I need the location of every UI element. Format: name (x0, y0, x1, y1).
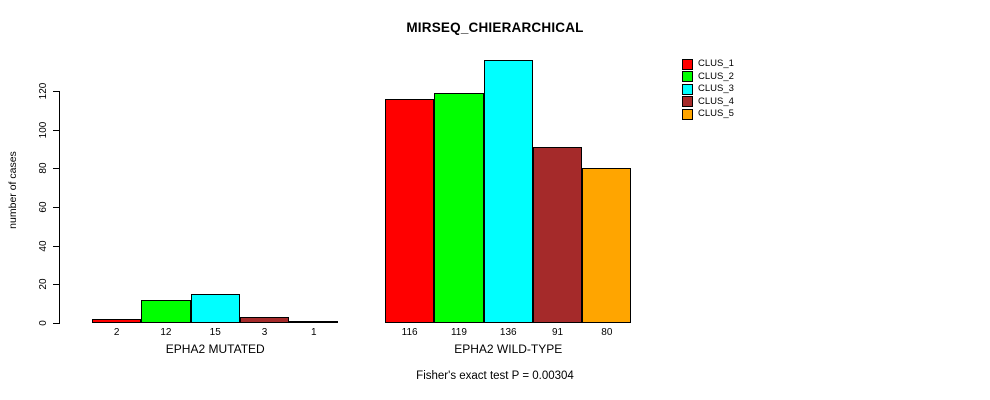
legend-label: CLUS_5 (698, 108, 734, 120)
bar-value-label: 2 (113, 327, 120, 338)
legend-swatch-clus_2 (682, 71, 693, 83)
bar-clus_3 (190, 294, 240, 323)
bar-clus_1 (385, 98, 435, 323)
x-axis-group-label: EPHA2 MUTATED (165, 342, 265, 356)
legend-label: CLUS_1 (698, 58, 734, 70)
x-axis-group-label: EPHA2 WILD-TYPE (454, 342, 563, 356)
y-axis-tick-label: 120 (38, 82, 49, 100)
y-axis-tick (53, 323, 60, 324)
bar-value-label: 136 (499, 327, 517, 338)
bar-value-label: 3 (261, 327, 268, 338)
footer-note: Fisher's exact test P = 0.00304 (416, 370, 574, 382)
bar-clus_4 (239, 317, 290, 323)
legend-swatch-clus_3 (682, 83, 693, 95)
legend-swatch-clus_5 (682, 108, 693, 120)
y-axis-tick-label: 80 (38, 162, 49, 174)
legend-label: CLUS_2 (698, 70, 734, 82)
y-axis-tick-label: 20 (38, 278, 49, 290)
legend-label: CLUS_3 (698, 83, 734, 95)
legend-item: CLUS_4 (682, 96, 734, 109)
y-axis-title: number of cases (7, 151, 19, 229)
bar-clus_2 (434, 92, 484, 323)
y-axis-tick-label: 40 (38, 240, 49, 252)
y-axis-tick (53, 168, 60, 170)
legend-swatch-clus_4 (682, 96, 693, 108)
bar-clus_5 (582, 168, 632, 323)
bar-value-label: 119 (450, 327, 467, 338)
y-axis-tick (53, 91, 60, 92)
bar-value-label: 91 (551, 327, 564, 338)
bar-value-label: 15 (209, 327, 221, 338)
legend-item: CLUS_3 (682, 83, 734, 96)
bar-clus_5 (289, 321, 339, 324)
bar-clus_1 (92, 319, 142, 323)
legend-swatch-clus_1 (682, 58, 693, 70)
y-axis-tick (53, 245, 60, 247)
legend-item: CLUS_5 (682, 108, 734, 121)
bar-clus_2 (141, 299, 191, 323)
bar-clus_4 (532, 147, 583, 323)
chart-title: MIRSEQ_CHIERARCHICAL (406, 20, 584, 35)
y-axis-tick-label: 60 (38, 201, 49, 213)
bar-value-label: 1 (311, 327, 317, 338)
bar-value-label: 12 (160, 327, 172, 338)
legend-item: CLUS_2 (682, 71, 734, 84)
bar-clus_3 (483, 60, 533, 323)
y-axis-tick (53, 284, 60, 286)
legend-item: CLUS_1 (682, 58, 734, 71)
y-axis-tick (53, 129, 60, 131)
legend-label: CLUS_4 (698, 95, 734, 107)
bar-value-label: 80 (601, 327, 613, 338)
y-axis-tick-label: 0 (38, 320, 49, 326)
y-axis-tick (53, 207, 60, 208)
legend: CLUS_1 CLUS_2 CLUS_3 CLUS_4 CLUS_5 (682, 58, 734, 121)
y-axis-tick-label: 100 (38, 121, 49, 138)
bar-value-label: 116 (401, 327, 418, 338)
